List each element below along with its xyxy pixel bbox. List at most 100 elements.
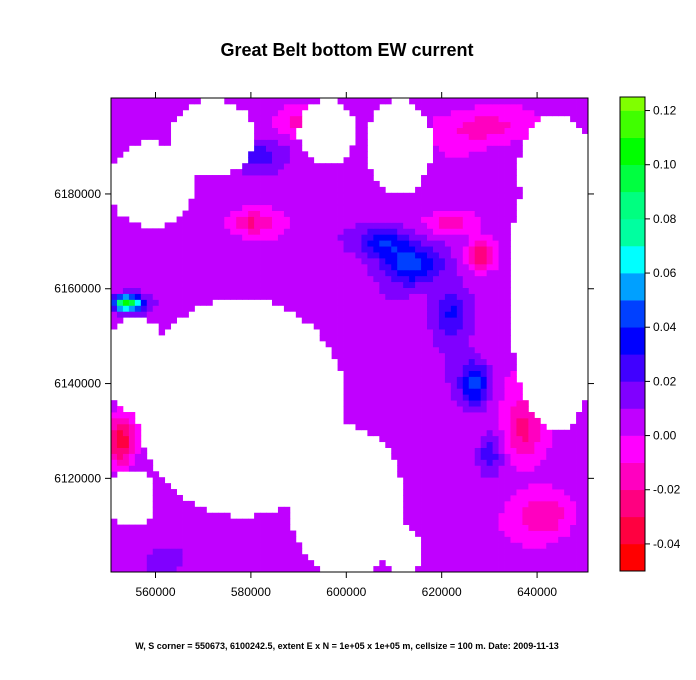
heatmap-cell (432, 400, 440, 407)
heatmap-cell (373, 269, 380, 277)
heatmap-cell (164, 494, 172, 502)
heatmap-cell (564, 560, 571, 567)
heatmap-cell (218, 518, 225, 525)
heatmap-cell (277, 98, 285, 105)
heatmap-cell (480, 317, 488, 324)
heatmap-cell (170, 228, 177, 235)
heatmap-cell (456, 340, 464, 348)
heatmap-cell (349, 293, 356, 300)
heatmap-cell (403, 352, 410, 360)
heatmap-cell (468, 115, 476, 123)
heatmap-cell (379, 281, 386, 289)
heatmap-cell (319, 293, 327, 300)
heatmap-cell (343, 216, 350, 223)
heatmap-cell (510, 459, 517, 466)
heatmap-cell (510, 127, 517, 134)
heatmap-cell (283, 222, 291, 229)
heatmap-cell (134, 311, 142, 318)
heatmap-cell (403, 222, 410, 229)
heatmap-cell (397, 364, 404, 371)
heatmap-cell (176, 500, 183, 508)
heatmap-cell (385, 370, 392, 377)
heatmap-cell (122, 281, 130, 289)
heatmap-cell (492, 263, 499, 271)
heatmap-cell (409, 518, 416, 525)
heatmap-cell (182, 566, 189, 573)
heatmap-cell (432, 346, 440, 354)
heatmap-cell (367, 115, 374, 123)
heatmap-cell (248, 98, 255, 105)
heatmap-cell (134, 246, 142, 253)
heatmap-cell (170, 489, 177, 496)
heatmap-cell (289, 127, 297, 134)
heatmap-cell (307, 169, 315, 176)
heatmap-cell (307, 228, 315, 235)
heatmap-cell (432, 234, 440, 241)
heatmap-cell (504, 500, 511, 508)
heatmap-cell (403, 412, 410, 419)
heatmap-cell (462, 180, 470, 188)
heatmap-cell (421, 186, 428, 194)
heatmap-cell (444, 471, 452, 478)
heatmap-cell (444, 388, 452, 395)
heatmap-cell (343, 388, 350, 395)
heatmap-cell (486, 163, 493, 170)
heatmap-cell (403, 192, 410, 200)
heatmap-cell (277, 287, 285, 294)
heatmap-cell (456, 477, 464, 484)
heatmap-cell (432, 352, 440, 360)
heatmap-cell (236, 204, 243, 211)
heatmap-cell (385, 566, 392, 573)
heatmap-cell (438, 257, 446, 265)
heatmap-cell (492, 429, 499, 437)
heatmap-cell (510, 121, 517, 129)
heatmap-cell (421, 98, 428, 105)
heatmap-cell (331, 275, 338, 283)
heatmap-cell (367, 335, 374, 342)
heatmap-cell (498, 234, 505, 241)
heatmap-cell (367, 412, 374, 419)
heatmap-cell (224, 548, 231, 555)
heatmap-cell (432, 157, 440, 164)
heatmap-cell (152, 506, 160, 514)
heatmap-cell (128, 435, 136, 443)
heatmap-cell (427, 489, 434, 496)
heatmap-cell (582, 429, 589, 437)
heatmap-cell (349, 400, 356, 407)
heatmap-cell (164, 263, 172, 271)
heatmap-cell (486, 560, 493, 567)
heatmap-cell (492, 317, 499, 324)
heatmap-cell (456, 175, 464, 182)
heatmap-cell (355, 346, 362, 354)
heatmap-cell (218, 210, 225, 217)
heatmap-cell (450, 512, 458, 520)
heatmap-cell (409, 287, 416, 294)
heatmap-cell (397, 198, 404, 206)
heatmap-cell (403, 346, 410, 354)
heatmap-cell (397, 429, 404, 437)
heatmap-cell (450, 376, 458, 383)
heatmap-cell (427, 364, 434, 371)
heatmap-cell (152, 257, 160, 265)
heatmap-cell (576, 542, 583, 549)
heatmap-cell (474, 216, 482, 223)
heatmap-cell (307, 293, 315, 300)
heatmap-cell (158, 133, 166, 140)
heatmap-cell (498, 465, 505, 472)
heatmap-cell (218, 293, 225, 300)
heatmap-cell (492, 293, 499, 300)
heatmap-cell (271, 240, 279, 247)
heatmap-cell (516, 441, 523, 448)
heatmap-cell (301, 305, 309, 312)
heatmap-cell (421, 234, 428, 241)
heatmap-cell (528, 524, 535, 531)
heatmap-cell (540, 554, 547, 561)
heatmap-cell (122, 293, 130, 300)
heatmap-cell (474, 103, 482, 111)
heatmap-cell (355, 370, 362, 377)
x-tick-label: 620000 (422, 585, 462, 599)
heatmap-cell (343, 98, 350, 105)
heatmap-cell (236, 518, 243, 525)
heatmap-cell (122, 252, 130, 259)
heatmap-cell (164, 299, 172, 306)
